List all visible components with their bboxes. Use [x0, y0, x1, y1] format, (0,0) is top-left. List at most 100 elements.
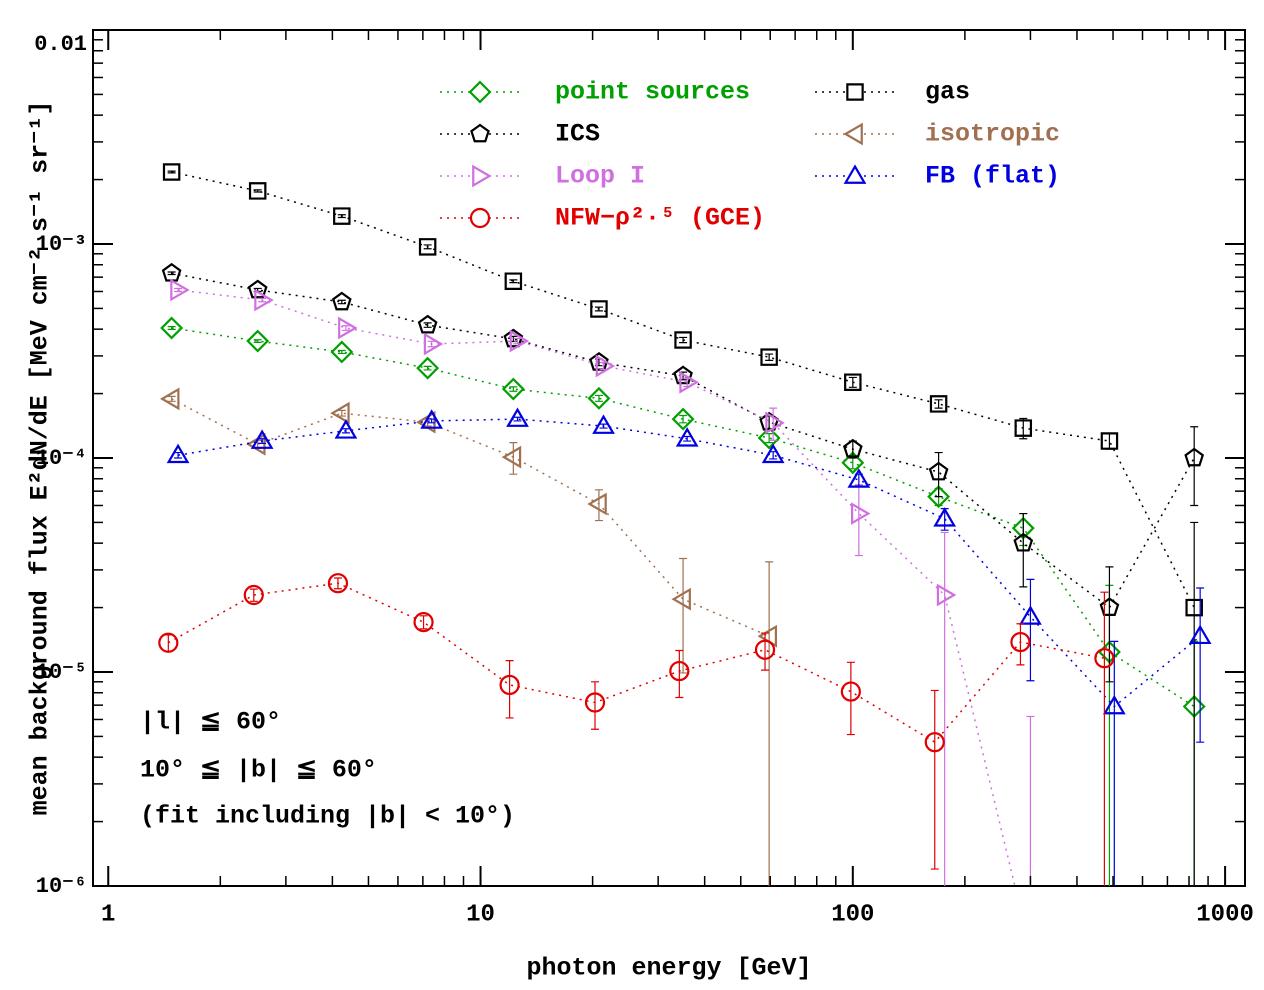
- error-bar: [337, 214, 346, 219]
- marker: [1100, 432, 1119, 450]
- marker: [850, 502, 871, 525]
- marker: [501, 377, 525, 401]
- marker: [584, 692, 606, 713]
- marker: [331, 291, 352, 311]
- error-bar: [679, 557, 688, 674]
- error-bar: [1026, 715, 1035, 886]
- error-bar: [258, 438, 267, 445]
- marker: [1010, 631, 1031, 653]
- marker: [936, 583, 957, 607]
- marker: [1014, 419, 1033, 437]
- error-bar: [765, 561, 774, 886]
- marker: [595, 354, 616, 378]
- error-bar: [423, 365, 432, 371]
- marker: [840, 681, 861, 702]
- marker: [669, 660, 690, 682]
- marker: [924, 732, 945, 753]
- marker: [589, 351, 609, 371]
- error-bar: [509, 279, 518, 284]
- series-line: [177, 418, 1201, 708]
- marker: [504, 272, 523, 290]
- legend-marker: [469, 207, 491, 229]
- marker: [509, 329, 530, 353]
- error-bar: [765, 353, 774, 361]
- error-bar: [846, 661, 855, 736]
- marker: [671, 587, 691, 611]
- marker: [246, 432, 266, 456]
- series-line: [167, 582, 1105, 744]
- error-bar: [683, 435, 692, 442]
- error-bar: [509, 442, 518, 475]
- marker: [1099, 597, 1120, 616]
- error-bar: [1026, 578, 1035, 682]
- marker: [1019, 605, 1042, 625]
- legend-label: gas: [925, 78, 970, 107]
- marker: [841, 451, 865, 475]
- marker: [333, 207, 351, 225]
- error-bar: [591, 681, 600, 730]
- marker: [765, 411, 785, 435]
- marker: [423, 332, 444, 356]
- marker: [675, 427, 699, 447]
- marker: [420, 409, 443, 429]
- error-bar: [167, 395, 176, 402]
- annotation: |l| ≦ 60°: [140, 708, 281, 737]
- x-tick-label: 1000: [1196, 901, 1254, 928]
- error-bar: [1016, 623, 1025, 666]
- marker: [761, 443, 785, 464]
- error-bar: [167, 326, 176, 330]
- marker: [929, 395, 948, 413]
- series-line: [171, 272, 1195, 609]
- error-bar: [427, 418, 436, 424]
- error-bar: [1105, 566, 1114, 683]
- legend-marker: [843, 164, 867, 184]
- error-bar: [167, 271, 176, 276]
- error-bar: [423, 322, 432, 328]
- marker: [1184, 447, 1205, 467]
- error-bar: [1190, 521, 1199, 886]
- legend-label: ICS: [555, 120, 600, 149]
- marker: [679, 370, 699, 394]
- error-bar: [1110, 640, 1119, 886]
- marker: [587, 492, 607, 516]
- marker: [413, 612, 434, 633]
- marker: [250, 429, 274, 449]
- error-bar: [427, 340, 436, 348]
- error-bar: [1196, 587, 1205, 743]
- error-bar: [594, 489, 603, 522]
- error-bar: [509, 386, 518, 392]
- marker: [327, 573, 349, 594]
- legend-marker: [468, 80, 492, 104]
- marker: [1024, 941, 1040, 960]
- error-bar: [1105, 433, 1114, 450]
- error-bar: [258, 297, 267, 303]
- marker: [673, 365, 693, 385]
- marker: [1013, 532, 1034, 552]
- marker: [1188, 624, 1212, 645]
- error-bar: [505, 660, 514, 719]
- legend-marker: [846, 83, 864, 101]
- y-tick-label: 10⁻³: [36, 232, 87, 257]
- error-bar: [249, 588, 258, 602]
- error-bar: [934, 451, 943, 498]
- error-bar: [167, 170, 176, 174]
- marker: [166, 443, 190, 464]
- marker: [842, 438, 863, 458]
- marker: [330, 340, 354, 364]
- error-bar: [940, 531, 949, 886]
- legend-label: isotropic: [925, 120, 1060, 149]
- error-bar: [1100, 591, 1109, 886]
- y-tick-label: 0.01: [34, 32, 87, 57]
- x-tick-label: 100: [831, 901, 874, 928]
- marker: [587, 386, 611, 410]
- marker: [760, 348, 778, 366]
- error-bar: [253, 339, 262, 343]
- marker: [330, 401, 350, 425]
- error-bar: [594, 306, 603, 312]
- marker: [170, 278, 190, 302]
- marker: [1094, 648, 1115, 669]
- error-bar: [164, 634, 173, 652]
- series-line: [177, 289, 1016, 886]
- marker: [671, 407, 695, 431]
- marker: [590, 300, 608, 318]
